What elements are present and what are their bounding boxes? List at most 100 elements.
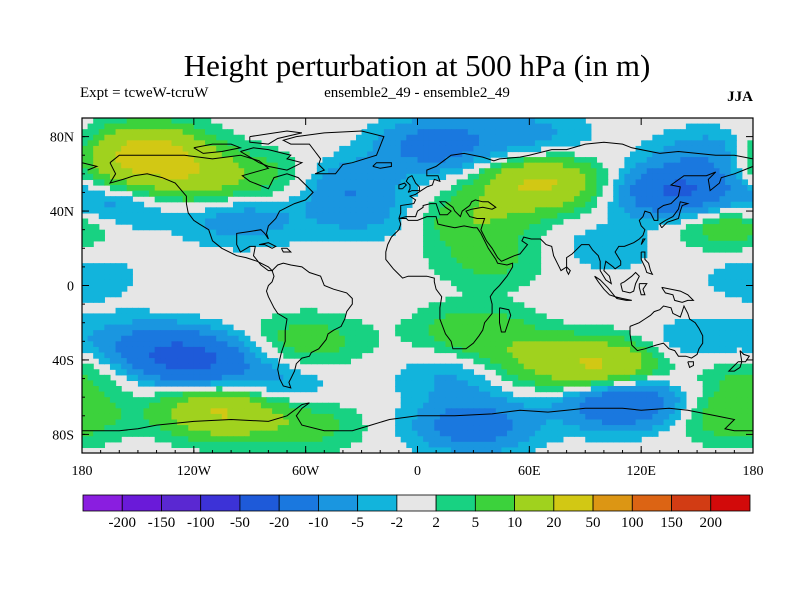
field-cell	[641, 157, 648, 164]
field-cell	[154, 346, 161, 354]
field-cell	[277, 425, 284, 432]
field-cell	[585, 196, 592, 203]
field-cell	[205, 168, 212, 175]
field-cell	[249, 190, 256, 197]
field-cell	[210, 134, 217, 141]
field-cell	[596, 369, 603, 376]
field-cell	[719, 335, 726, 342]
coastline	[82, 402, 753, 432]
field-cell	[456, 425, 463, 432]
field-cell	[579, 430, 586, 437]
field-cell	[428, 257, 435, 264]
field-cell	[663, 413, 670, 421]
field-cell	[557, 212, 564, 220]
field-cell	[333, 341, 340, 348]
field-cell	[602, 358, 609, 365]
field-cell	[216, 374, 223, 382]
field-cell	[713, 386, 721, 393]
field-cell	[736, 218, 743, 225]
field-cell	[87, 430, 94, 437]
field-cell	[277, 173, 284, 181]
field-cell	[266, 386, 273, 393]
field-cell	[451, 341, 458, 348]
field-cell	[82, 145, 89, 153]
field-cell	[288, 374, 296, 382]
field-cell	[557, 352, 564, 359]
field-cell	[674, 330, 681, 337]
field-cell	[674, 151, 681, 158]
field-cell	[193, 168, 201, 175]
field-cell	[305, 212, 312, 220]
field-cell	[434, 313, 441, 320]
field-cell	[205, 235, 212, 242]
field-cell	[523, 274, 530, 281]
field-cell	[501, 134, 508, 141]
field-cell	[417, 330, 424, 337]
field-cell	[434, 307, 441, 315]
field-cell	[534, 335, 542, 342]
field-cell	[439, 335, 447, 342]
field-cell	[355, 207, 363, 214]
field-cell	[322, 324, 329, 331]
field-cell	[160, 224, 167, 231]
field-cell	[283, 436, 290, 443]
field-cell	[311, 419, 318, 426]
field-cell	[277, 413, 284, 421]
field-cell	[227, 145, 234, 153]
field-cell	[439, 212, 447, 220]
field-cell	[495, 408, 502, 415]
field-cell	[126, 363, 133, 370]
field-cell	[501, 430, 508, 437]
field-cell	[82, 279, 89, 287]
field-cell	[210, 190, 217, 197]
field-cell	[328, 346, 335, 354]
field-cell	[473, 246, 480, 253]
field-cell	[322, 190, 329, 197]
field-cell	[272, 341, 279, 348]
field-cell	[697, 374, 704, 382]
field-cell	[568, 402, 575, 409]
field-cell	[635, 212, 642, 220]
field-cell	[249, 363, 256, 370]
field-cell	[93, 335, 100, 342]
field-cell	[462, 218, 469, 225]
field-cell	[339, 218, 346, 225]
field-cell	[221, 224, 228, 231]
field-cell	[244, 224, 251, 231]
field-cell	[674, 408, 681, 415]
field-cell	[372, 179, 379, 186]
field-cell	[154, 151, 161, 158]
field-cell	[434, 207, 441, 214]
field-cell	[154, 140, 161, 147]
field-cell	[568, 129, 575, 136]
field-cell	[249, 341, 256, 348]
field-cell	[490, 285, 497, 292]
field-cell	[249, 419, 256, 426]
field-cell	[227, 207, 234, 214]
field-cell	[322, 341, 329, 348]
field-cell	[719, 134, 726, 141]
field-cell	[428, 145, 435, 153]
field-cell	[439, 240, 447, 248]
field-cell	[529, 257, 536, 264]
field-cell	[109, 402, 117, 409]
field-cell	[316, 346, 324, 354]
field-cell	[501, 257, 508, 264]
field-cell	[149, 129, 156, 136]
field-cell	[115, 207, 122, 214]
field-cell	[395, 162, 402, 169]
field-cell	[255, 346, 262, 354]
field-cell	[232, 447, 240, 453]
field-cell	[551, 363, 558, 370]
field-cell	[646, 185, 653, 192]
field-cell	[109, 386, 117, 393]
field-cell	[512, 302, 519, 309]
field-cell	[540, 224, 547, 231]
field-cell	[434, 134, 441, 141]
field-cell	[266, 430, 273, 437]
field-cell	[456, 151, 463, 158]
field-cell	[462, 436, 469, 443]
field-cell	[434, 369, 441, 376]
field-cell	[188, 319, 195, 326]
field-cell	[741, 425, 749, 432]
